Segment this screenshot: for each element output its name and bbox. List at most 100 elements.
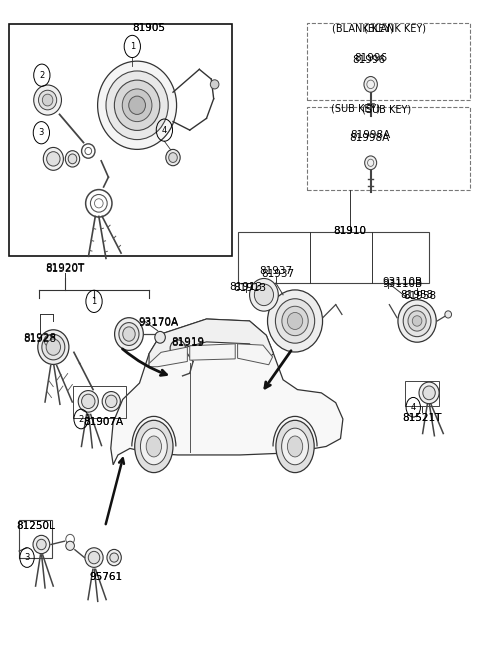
- Ellipse shape: [102, 392, 120, 411]
- Ellipse shape: [129, 96, 145, 115]
- Text: 93110B: 93110B: [383, 279, 423, 289]
- Text: 2: 2: [78, 415, 84, 424]
- Circle shape: [135, 421, 173, 473]
- Ellipse shape: [210, 80, 219, 89]
- Circle shape: [282, 428, 309, 465]
- Ellipse shape: [85, 548, 103, 567]
- Text: 81996: 81996: [354, 53, 387, 64]
- Text: 81250L: 81250L: [16, 521, 55, 531]
- Bar: [405, 381, 439, 406]
- Ellipse shape: [82, 394, 95, 409]
- Ellipse shape: [398, 300, 436, 342]
- Ellipse shape: [34, 85, 61, 115]
- Circle shape: [146, 436, 161, 457]
- Text: 93170A: 93170A: [139, 317, 179, 328]
- Text: 4: 4: [410, 403, 416, 412]
- Ellipse shape: [110, 553, 119, 562]
- Ellipse shape: [65, 151, 80, 167]
- Text: 81250L: 81250L: [16, 521, 55, 531]
- Text: 81907A: 81907A: [84, 417, 124, 427]
- Ellipse shape: [68, 154, 77, 164]
- Ellipse shape: [155, 331, 165, 343]
- Text: 81905: 81905: [132, 23, 166, 33]
- Text: 81913: 81913: [233, 283, 266, 293]
- Ellipse shape: [106, 71, 168, 140]
- Text: (SUB KEY): (SUB KEY): [362, 105, 411, 115]
- Ellipse shape: [36, 539, 46, 550]
- Ellipse shape: [365, 156, 377, 170]
- Ellipse shape: [38, 329, 69, 364]
- Ellipse shape: [412, 316, 422, 326]
- Ellipse shape: [282, 307, 308, 335]
- Circle shape: [141, 428, 167, 465]
- Polygon shape: [111, 319, 343, 465]
- Text: 81913: 81913: [229, 282, 262, 292]
- Ellipse shape: [364, 77, 377, 92]
- Ellipse shape: [66, 541, 74, 550]
- Ellipse shape: [78, 390, 98, 412]
- Circle shape: [276, 421, 314, 473]
- Ellipse shape: [423, 386, 435, 400]
- Text: 81910: 81910: [334, 226, 367, 236]
- Text: 81919: 81919: [171, 337, 204, 347]
- Ellipse shape: [166, 149, 180, 166]
- Ellipse shape: [168, 153, 177, 162]
- Ellipse shape: [107, 550, 121, 566]
- Text: 3: 3: [39, 128, 44, 138]
- Text: 81907A: 81907A: [84, 417, 124, 426]
- Text: 2: 2: [39, 71, 45, 80]
- Text: 93110B: 93110B: [383, 277, 423, 287]
- Ellipse shape: [42, 94, 53, 106]
- Bar: [238, 232, 429, 283]
- Text: 81521T: 81521T: [402, 413, 442, 422]
- Ellipse shape: [276, 299, 315, 343]
- Ellipse shape: [403, 305, 431, 337]
- Bar: [19, 519, 52, 557]
- Polygon shape: [149, 319, 274, 367]
- Text: 81958: 81958: [400, 290, 433, 300]
- Text: 81920T: 81920T: [46, 263, 85, 273]
- Text: 81905: 81905: [132, 23, 166, 33]
- Polygon shape: [238, 344, 273, 365]
- Bar: [307, 23, 470, 100]
- Ellipse shape: [119, 323, 139, 345]
- Text: 1: 1: [91, 297, 96, 306]
- Text: 81996: 81996: [353, 54, 386, 65]
- Text: (BLANK KEY): (BLANK KEY): [332, 24, 395, 34]
- Text: 81521T: 81521T: [402, 413, 442, 422]
- Ellipse shape: [122, 89, 152, 122]
- Text: 81928: 81928: [24, 333, 57, 344]
- Text: 95761: 95761: [89, 572, 122, 582]
- Bar: [9, 24, 232, 255]
- Text: 81937: 81937: [262, 269, 295, 279]
- Text: (SUB KEY): (SUB KEY): [331, 103, 380, 113]
- Ellipse shape: [43, 147, 63, 170]
- Circle shape: [288, 436, 303, 457]
- Ellipse shape: [408, 311, 426, 331]
- Text: 3: 3: [24, 553, 30, 562]
- Ellipse shape: [170, 340, 185, 357]
- Ellipse shape: [46, 339, 60, 355]
- Ellipse shape: [288, 312, 303, 329]
- Ellipse shape: [97, 61, 177, 149]
- Ellipse shape: [114, 80, 160, 130]
- Text: 81920T: 81920T: [46, 264, 85, 274]
- Text: 1: 1: [130, 42, 135, 51]
- Text: 81998A: 81998A: [350, 130, 391, 140]
- Text: 81998A: 81998A: [349, 133, 389, 143]
- Text: 95761: 95761: [89, 572, 122, 582]
- Ellipse shape: [106, 395, 117, 407]
- Ellipse shape: [445, 311, 452, 318]
- Bar: [73, 386, 126, 418]
- Ellipse shape: [419, 382, 439, 403]
- Text: (BLANK KEY): (BLANK KEY): [364, 24, 426, 34]
- Text: 81937: 81937: [259, 267, 292, 276]
- Ellipse shape: [254, 284, 274, 306]
- Text: 81958: 81958: [403, 291, 436, 301]
- Polygon shape: [190, 344, 235, 360]
- Text: 81928: 81928: [24, 333, 57, 343]
- Ellipse shape: [38, 90, 57, 110]
- Ellipse shape: [42, 334, 65, 360]
- Ellipse shape: [88, 552, 100, 564]
- Ellipse shape: [33, 535, 50, 553]
